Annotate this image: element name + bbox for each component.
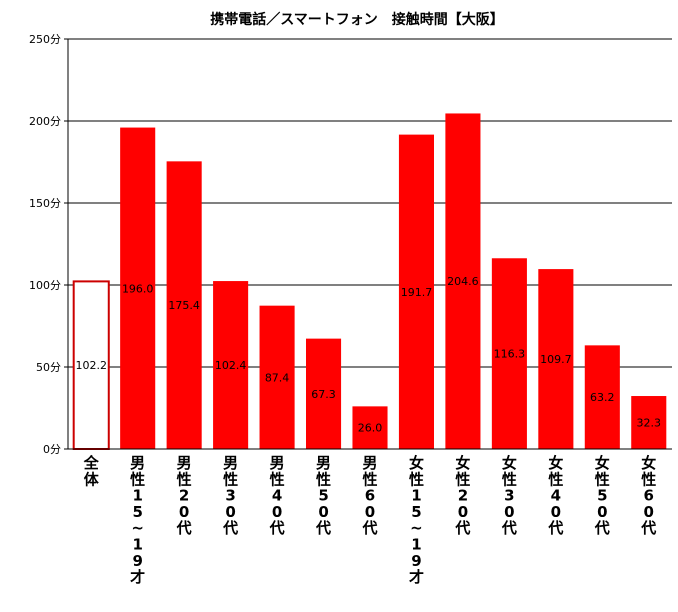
y-tick-label: 150分 xyxy=(29,197,61,210)
chart-title: 携帯電話／スマートフォン 接触時間【大阪】 xyxy=(210,11,504,28)
data-label: 26.0 xyxy=(358,422,383,435)
y-tick-label: 100分 xyxy=(29,279,61,292)
bar xyxy=(352,406,388,449)
category-label: 全体 xyxy=(83,454,100,488)
y-tick-label: 200分 xyxy=(29,115,61,128)
bar xyxy=(398,134,435,449)
bar xyxy=(538,269,574,449)
bar xyxy=(491,258,527,449)
data-label: 116.3 xyxy=(494,348,526,361)
data-labels: 102.2 196.0 175.4 102.4 87.4 67.3 26.0 191.7 204… xyxy=(75,275,661,434)
category-label: 男性 4 0 代 xyxy=(269,454,285,537)
bar xyxy=(445,113,481,450)
category-label: 男性 5 0 代 xyxy=(315,454,331,537)
data-label: 102.2 xyxy=(75,359,107,372)
grid-lines xyxy=(68,38,672,368)
data-label: 109.7 xyxy=(540,353,572,366)
category-label: 男性 6 0 代 xyxy=(361,454,377,537)
y-tick-label: 250分 xyxy=(29,33,61,46)
category-label: 男性 2 0 代 xyxy=(176,454,192,537)
bar xyxy=(259,305,295,449)
data-label: 196.0 xyxy=(122,282,154,295)
category-label: 男性 1 5 ~1 9 才 xyxy=(130,454,145,586)
bar xyxy=(305,338,342,449)
data-label: 63.2 xyxy=(590,391,615,404)
y-tick-label: 50分 xyxy=(36,361,61,374)
category-labels: 全体 男性 1 5 ~1 9 才 男性 2 0 代 男性 3 0 代 男性 4 0 代 男性 5 0 代 男性 6 0 代 女性 1 5 ~… xyxy=(83,454,657,586)
data-label: 32.3 xyxy=(637,417,662,430)
bar xyxy=(631,396,667,449)
axes: 0分 50分 100分 150分 200分 250分 xyxy=(29,33,672,456)
bar xyxy=(120,127,156,449)
data-label: 67.3 xyxy=(311,388,336,401)
category-label: 女性 5 0 代 xyxy=(594,454,610,537)
data-label: 204.6 xyxy=(447,275,479,288)
category-label: 男性 3 0 代 xyxy=(222,454,238,537)
data-label: 87.4 xyxy=(265,371,290,384)
bar xyxy=(166,161,202,449)
category-label: 女性 2 0 代 xyxy=(454,454,470,537)
bar-overall xyxy=(72,280,110,450)
category-label: 女性 1 5 ~1 9 才 xyxy=(409,454,424,586)
category-label: 女性 6 0 代 xyxy=(640,454,656,537)
category-label: 女性 3 0 代 xyxy=(501,454,517,537)
bar xyxy=(584,345,620,449)
data-label: 102.4 xyxy=(215,359,247,372)
bars xyxy=(72,113,667,450)
category-label: 女性 4 0 代 xyxy=(547,454,563,537)
y-tick-label: 0分 xyxy=(43,443,61,456)
bar xyxy=(213,281,249,449)
data-label: 191.7 xyxy=(401,286,433,299)
data-label: 175.4 xyxy=(168,299,200,312)
